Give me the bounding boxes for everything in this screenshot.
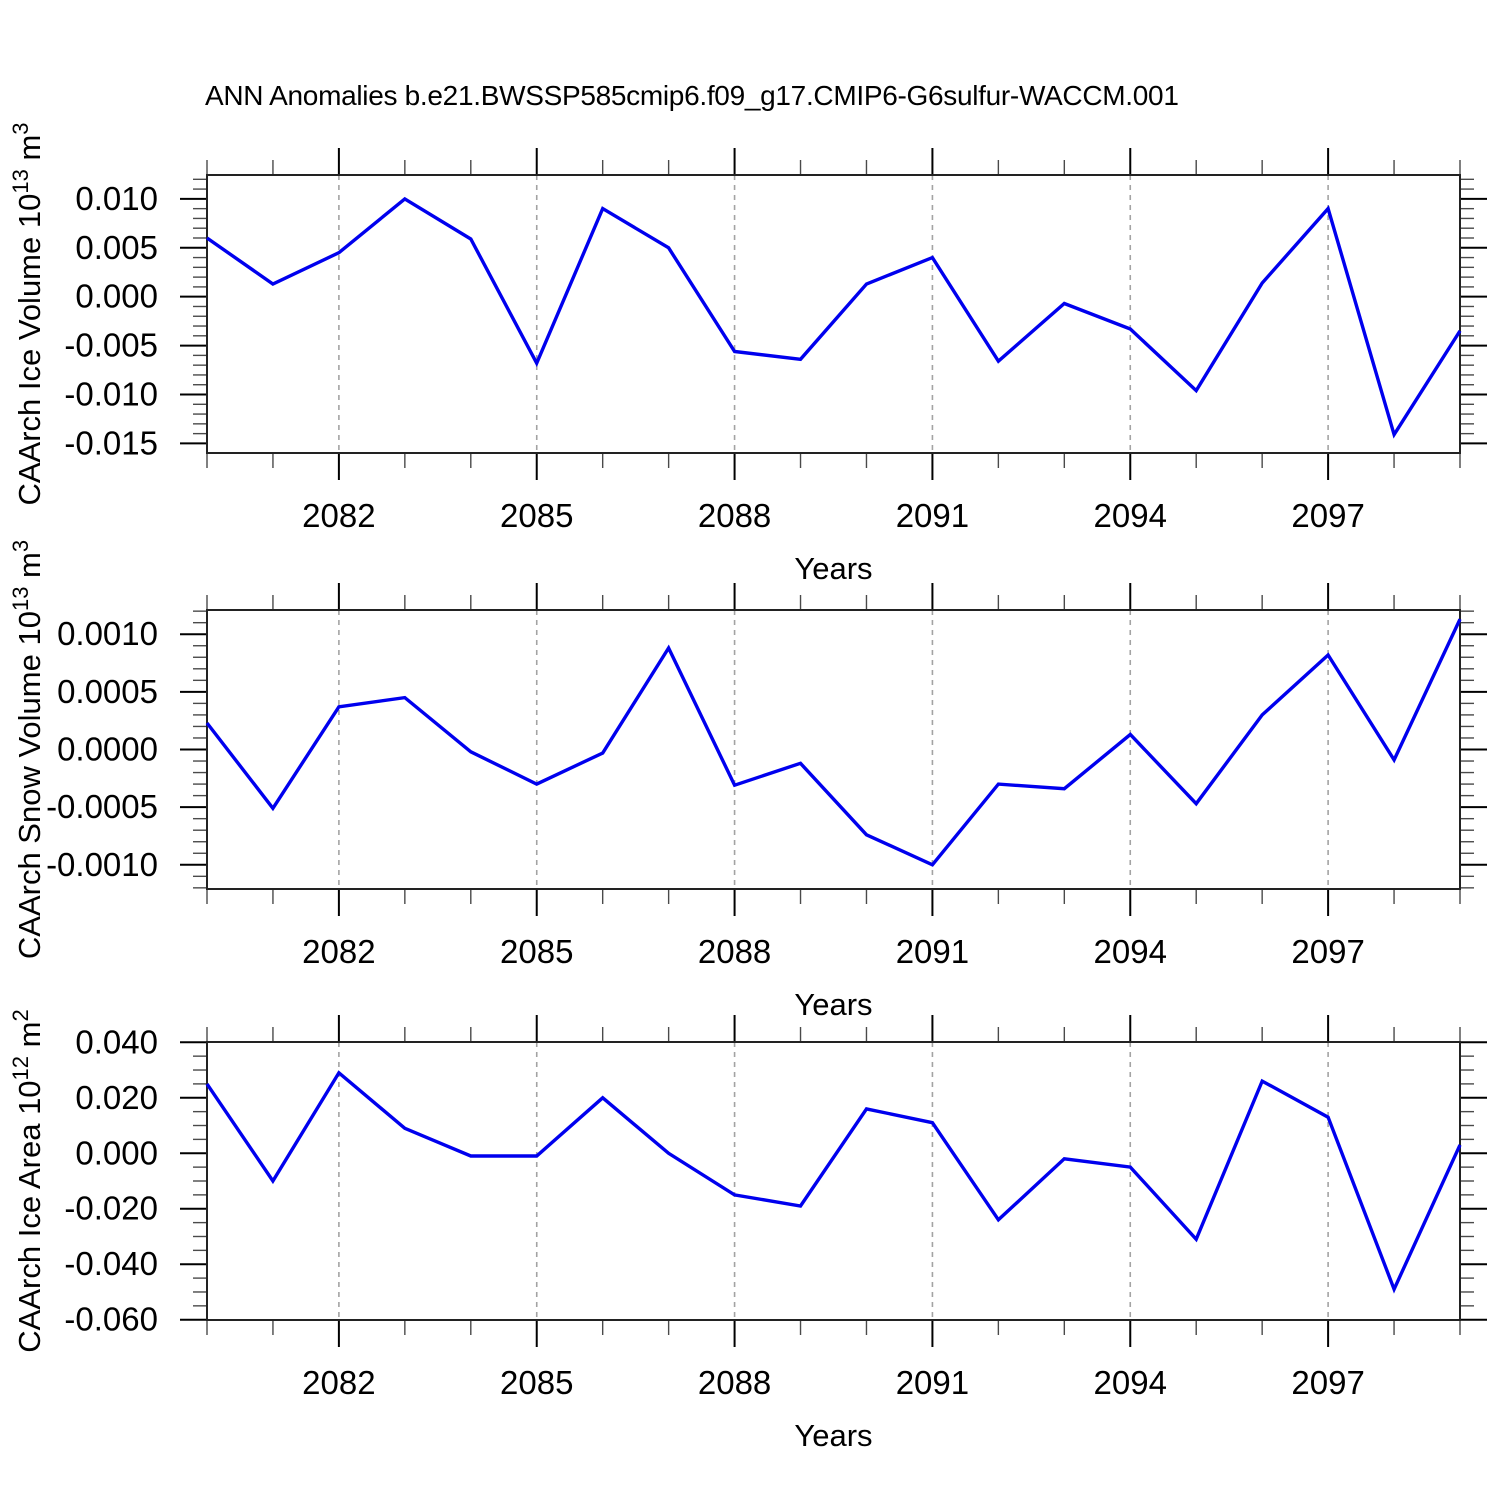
y-axis-title-caarch-ice-volume: CAArch Ice Volume 1013 m3 <box>8 122 47 505</box>
y-tick-label-caarch-ice-volume-3: -0.005 <box>64 327 158 364</box>
panel-caarch-ice-volume: 0.010 0.005 0.000 -0.005 -0.010 -0.015 2082 208… <box>8 122 1487 586</box>
y-ticks-caarch-ice-area <box>180 1041 1487 1321</box>
x-tick-label-caarch-snow-volume-2097: 2097 <box>1291 933 1364 970</box>
y-tick-label-caarch-snow-volume-0: 0.0010 <box>57 615 158 652</box>
y-tick-label-caarch-ice-area-5: -0.060 <box>64 1301 158 1338</box>
y-tick-label-caarch-ice-area-0: 0.040 <box>75 1023 158 1060</box>
y-tick-label-caarch-snow-volume-3: -0.0005 <box>46 788 158 825</box>
x-tick-label-caarch-snow-volume-2094: 2094 <box>1094 933 1167 970</box>
x-tick-label-caarch-snow-volume-2085: 2085 <box>500 933 573 970</box>
y-tick-label-caarch-ice-volume-0: 0.010 <box>75 180 158 217</box>
y-axis-title-caarch-snow-volume: CAArch Snow Volume 1013 m3 <box>8 540 47 959</box>
y-tick-label-caarch-ice-area-4: -0.040 <box>64 1245 158 1282</box>
x-tick-label-caarch-ice-area-2082: 2082 <box>302 1364 375 1401</box>
data-line-caarch-ice-volume <box>206 196 1462 439</box>
gridlines-caarch-snow-volume <box>338 610 1329 889</box>
x-tick-label-caarch-ice-area-2088: 2088 <box>698 1364 771 1401</box>
y-tick-label-caarch-ice-area-1: 0.020 <box>75 1079 158 1116</box>
x-tick-label-caarch-ice-volume-2088: 2088 <box>698 497 771 534</box>
y-ticks-caarch-ice-volume <box>180 178 1487 445</box>
y-tick-label-caarch-snow-volume-4: -0.0010 <box>46 846 158 883</box>
x-ticks-caarch-ice-volume <box>206 148 1461 480</box>
plot-frame-caarch-ice-volume <box>206 174 1461 454</box>
y-tick-label-caarch-ice-volume-5: -0.015 <box>64 424 158 461</box>
y-axis-title-caarch-ice-area: CAArch Ice Area 1012 m2 <box>8 1009 47 1352</box>
y-tick-label-caarch-ice-area-2: 0.000 <box>75 1134 158 1171</box>
x-tick-label-caarch-ice-volume-2094: 2094 <box>1094 497 1167 534</box>
figure-title: ANN Anomalies b.e21.BWSSP585cmip6.f09_g1… <box>205 80 1179 111</box>
data-line-caarch-snow-volume <box>205 618 1462 867</box>
x-tick-label-caarch-ice-area-2097: 2097 <box>1291 1364 1364 1401</box>
y-tick-label-caarch-ice-volume-4: -0.010 <box>64 376 158 413</box>
x-axis-title-caarch-snow-volume: Years <box>794 987 872 1022</box>
gridlines-caarch-ice-volume <box>338 175 1329 453</box>
x-tick-label-caarch-ice-volume-2085: 2085 <box>500 497 573 534</box>
x-tick-label-caarch-ice-volume-2097: 2097 <box>1291 497 1364 534</box>
y-tick-label-caarch-ice-volume-2: 0.000 <box>75 278 158 315</box>
y-ticks-caarch-snow-volume <box>180 610 1487 889</box>
y-tick-label-caarch-ice-volume-1: 0.005 <box>75 229 158 266</box>
x-tick-label-caarch-ice-area-2085: 2085 <box>500 1364 573 1401</box>
x-tick-label-caarch-snow-volume-2088: 2088 <box>698 933 771 970</box>
x-tick-label-caarch-ice-volume-2082: 2082 <box>302 497 375 534</box>
x-tick-label-caarch-ice-volume-2091: 2091 <box>896 497 969 534</box>
panel-caarch-snow-volume: 0.0010 0.0005 0.0000 -0.0005 -0.0010 2082 2085… <box>8 540 1487 1022</box>
x-ticks-caarch-ice-area <box>206 1015 1461 1347</box>
panel-caarch-ice-area: 0.040 0.020 0.000 -0.020 -0.040 -0.060 2082 208… <box>8 1009 1487 1453</box>
y-tick-label-caarch-snow-volume-1: 0.0005 <box>57 673 158 710</box>
x-tick-label-caarch-ice-area-2091: 2091 <box>896 1364 969 1401</box>
x-axis-title-caarch-ice-area: Years <box>794 1418 872 1453</box>
x-ticks-caarch-snow-volume <box>206 583 1461 916</box>
plot-frame-caarch-snow-volume <box>206 609 1461 890</box>
x-axis-title-caarch-ice-volume: Years <box>794 551 872 586</box>
data-line-caarch-ice-area <box>205 1070 1462 1294</box>
x-tick-label-caarch-snow-volume-2091: 2091 <box>896 933 969 970</box>
y-tick-label-caarch-snow-volume-2: 0.0000 <box>57 731 158 768</box>
gridlines-caarch-ice-area <box>338 1042 1329 1320</box>
y-tick-label-caarch-ice-area-3: -0.020 <box>64 1190 158 1227</box>
plot-frame-caarch-ice-area <box>206 1041 1461 1321</box>
x-tick-label-caarch-snow-volume-2082: 2082 <box>302 933 375 970</box>
x-tick-label-caarch-ice-area-2094: 2094 <box>1094 1364 1167 1401</box>
